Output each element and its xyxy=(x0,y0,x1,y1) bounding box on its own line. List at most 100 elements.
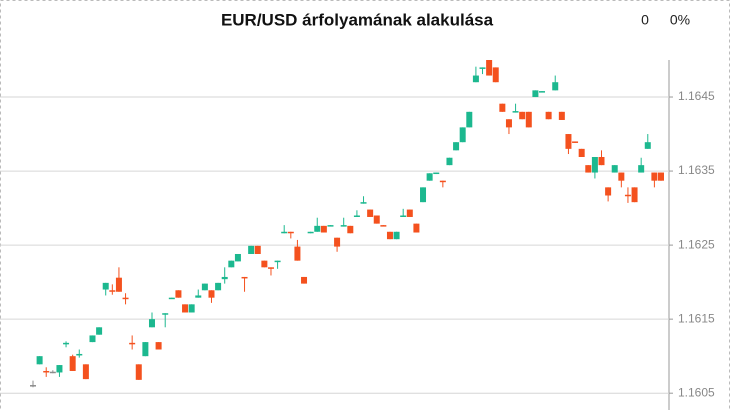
candle-body xyxy=(314,225,321,232)
candle-body xyxy=(327,225,334,227)
candle-body xyxy=(572,141,579,143)
candle-body xyxy=(631,187,638,203)
candle-body xyxy=(393,231,400,240)
candle-body xyxy=(320,225,327,233)
candle-body xyxy=(420,187,427,203)
candle-body xyxy=(347,225,354,234)
candle-body xyxy=(479,67,486,69)
candle-body xyxy=(591,156,598,173)
candle-body xyxy=(598,156,605,166)
candle-body xyxy=(539,91,546,93)
candle-body xyxy=(624,194,631,197)
candle-body xyxy=(558,111,565,120)
candle-body xyxy=(168,297,175,300)
candle-body xyxy=(486,60,493,76)
candle-body xyxy=(248,245,255,254)
candle-body xyxy=(294,246,301,261)
candle-body xyxy=(585,165,592,173)
candle-body xyxy=(56,365,63,373)
candle-body xyxy=(519,111,526,120)
candle-body xyxy=(658,172,664,181)
candle-body xyxy=(638,165,645,173)
candle-body xyxy=(651,172,658,181)
candle-body xyxy=(82,364,89,380)
candle-body xyxy=(63,342,70,345)
candle-body xyxy=(261,260,268,268)
candle-body xyxy=(287,231,294,234)
chart-title: EUR/USD árfolyamának alakulása xyxy=(221,10,494,29)
candle-body xyxy=(644,142,651,149)
candle-body xyxy=(201,283,208,291)
candle-body xyxy=(353,215,360,217)
candle-body xyxy=(492,67,499,83)
candle-body xyxy=(446,157,453,166)
candle-body xyxy=(472,75,479,83)
candle-body xyxy=(532,90,539,98)
candle-body xyxy=(129,342,136,345)
candle-body xyxy=(254,245,261,254)
candle-body xyxy=(122,297,129,300)
candle-body xyxy=(228,260,235,268)
candle-body xyxy=(512,111,519,113)
y-tick-label: 1.1625 xyxy=(678,237,715,251)
candle-body xyxy=(281,231,288,234)
change-percent: 0% xyxy=(670,12,690,28)
candle-body xyxy=(162,313,169,315)
candle-body xyxy=(406,209,413,217)
candle-body xyxy=(459,127,466,143)
candle-body xyxy=(334,237,341,247)
candle-body xyxy=(565,134,572,149)
candle-body xyxy=(267,267,274,269)
candle-body xyxy=(49,371,56,374)
candle-body xyxy=(373,215,380,224)
candle-body xyxy=(96,327,103,335)
candle-body xyxy=(413,223,420,233)
candle-body xyxy=(89,335,96,343)
candle-body xyxy=(43,370,50,373)
candle-body xyxy=(552,82,559,91)
candle-body xyxy=(208,290,215,298)
candle-body xyxy=(499,103,506,112)
candle-body xyxy=(115,277,122,292)
candle-body xyxy=(69,356,76,371)
candle-body xyxy=(340,225,347,227)
candle-body xyxy=(426,173,433,181)
candle-body xyxy=(505,119,512,128)
candle-body xyxy=(221,276,228,280)
candle-body xyxy=(611,165,618,173)
candle-body xyxy=(301,276,308,284)
candle-body xyxy=(367,209,374,217)
candle-body xyxy=(36,356,43,365)
candle-body xyxy=(525,111,532,128)
candle-body xyxy=(380,225,387,227)
candle-body xyxy=(155,342,162,350)
candle-body xyxy=(274,260,281,263)
candle-body xyxy=(605,187,612,196)
candle-body xyxy=(545,111,552,120)
y-tick-label: 1.1645 xyxy=(678,89,715,103)
candle-body xyxy=(439,180,446,183)
y-tick-label: 1.1635 xyxy=(678,163,715,177)
change: 0 xyxy=(641,12,649,28)
candle-body xyxy=(76,353,83,356)
candle-body xyxy=(175,290,182,298)
candle-body xyxy=(241,276,248,279)
candle-body xyxy=(188,304,195,313)
y-tick-label: 1.1605 xyxy=(678,385,715,399)
candle-body xyxy=(195,295,202,298)
candle-body xyxy=(109,290,116,292)
candle-body xyxy=(234,253,241,262)
candle-body xyxy=(360,202,367,204)
candle-body xyxy=(182,304,189,313)
candle-body xyxy=(618,172,625,181)
candle-body xyxy=(453,142,460,151)
candle-body xyxy=(386,231,393,240)
candle-body xyxy=(102,282,109,290)
y-tick-label: 1.1615 xyxy=(678,311,715,325)
candle-body xyxy=(578,148,585,157)
candle-body xyxy=(400,215,407,217)
candle-body xyxy=(307,231,314,234)
candle-body xyxy=(135,364,142,380)
